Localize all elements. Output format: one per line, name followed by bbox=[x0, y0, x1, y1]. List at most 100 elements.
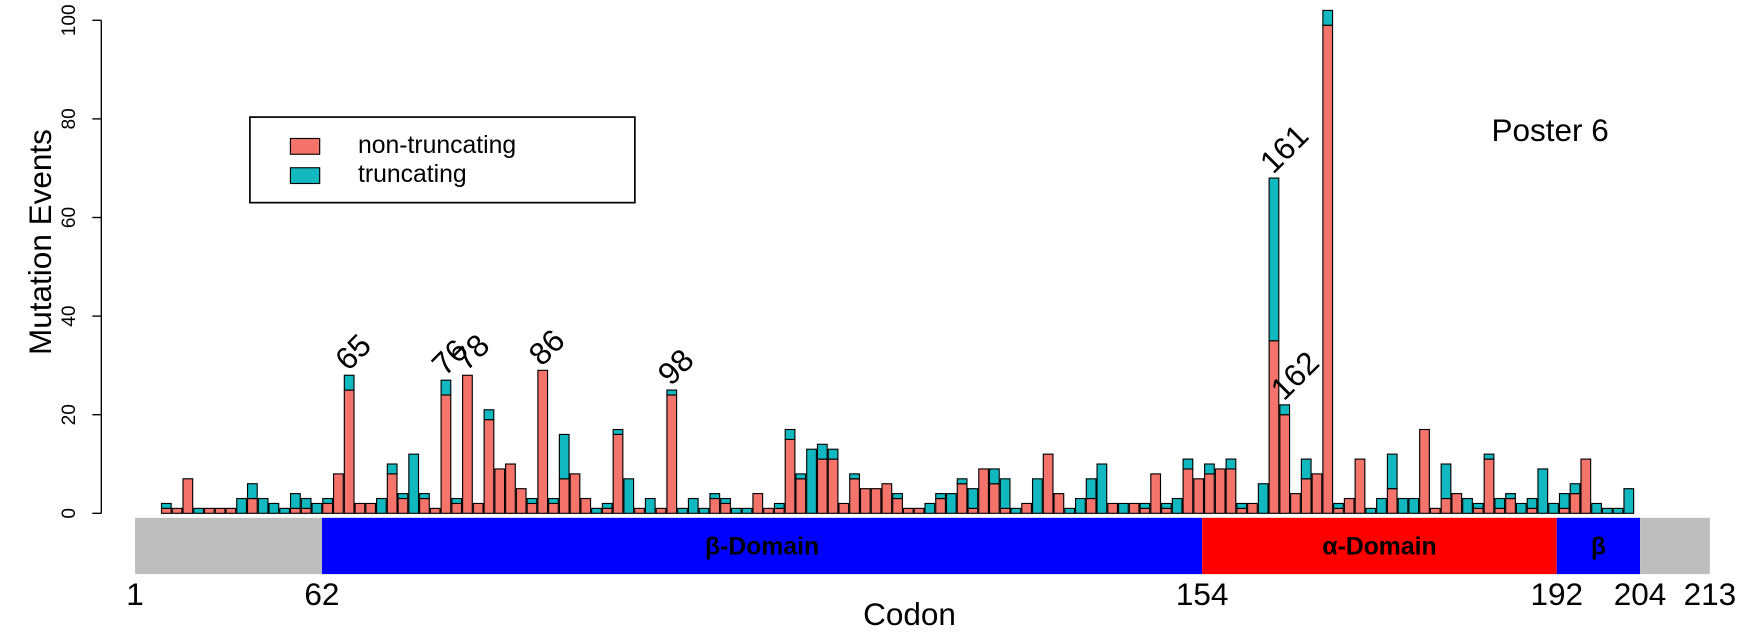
page: Mutation Events Codon Poster 6 020406080… bbox=[0, 0, 1756, 633]
bar-segment bbox=[613, 430, 623, 435]
bar-segment bbox=[699, 508, 709, 513]
bar-segment bbox=[882, 484, 892, 514]
bar-segment bbox=[592, 508, 602, 513]
bar-segment bbox=[1086, 479, 1096, 499]
bar-segment bbox=[1205, 474, 1215, 513]
bar-segment bbox=[1527, 499, 1537, 509]
bar-segment bbox=[1398, 499, 1408, 514]
bar-segment bbox=[1033, 479, 1043, 514]
bar-segment bbox=[1000, 508, 1010, 513]
bar-segment bbox=[1301, 479, 1311, 514]
bar-segment bbox=[785, 439, 795, 513]
bar-segment bbox=[183, 479, 193, 514]
bar-segment bbox=[323, 503, 333, 513]
bar-segment bbox=[452, 499, 462, 504]
bar-segment bbox=[1065, 508, 1075, 513]
bar-segment bbox=[1280, 415, 1290, 514]
bar-segment bbox=[1538, 469, 1548, 513]
bar-segment bbox=[1484, 454, 1494, 459]
bar-segment bbox=[1581, 459, 1591, 513]
legend-label: truncating bbox=[358, 161, 467, 188]
codon-tick-label: 204 bbox=[1614, 576, 1667, 612]
bar-segment bbox=[688, 499, 698, 514]
bar-segment bbox=[1344, 499, 1354, 514]
y-tick-label: 60 bbox=[59, 207, 80, 228]
bar-segment bbox=[215, 508, 225, 513]
bar-segment bbox=[463, 375, 473, 513]
bar-segment bbox=[764, 508, 774, 513]
y-tick-label: 20 bbox=[59, 404, 80, 425]
bar-segment bbox=[1559, 508, 1569, 513]
bar-segment bbox=[1011, 508, 1021, 513]
bar-segment bbox=[291, 494, 301, 509]
bar-segment bbox=[1516, 503, 1526, 513]
bar-segment bbox=[312, 503, 322, 513]
bar-segment bbox=[1570, 484, 1580, 494]
bar-segment bbox=[796, 474, 806, 479]
annotation: Poster 6 bbox=[1491, 112, 1608, 148]
bar-segment bbox=[1054, 494, 1064, 514]
bar-segment bbox=[968, 489, 978, 509]
bar-segment bbox=[936, 499, 946, 514]
domain-segment bbox=[135, 518, 322, 574]
bar-segment bbox=[1291, 494, 1301, 514]
bar-segment bbox=[1527, 508, 1537, 513]
bar-segment bbox=[1334, 508, 1344, 513]
bar-segment bbox=[226, 508, 236, 513]
legend-swatch bbox=[290, 138, 319, 154]
domain-label: β-Domain bbox=[705, 534, 819, 561]
bar-segment bbox=[656, 508, 666, 513]
bar-segment bbox=[559, 434, 569, 478]
bar-segment bbox=[850, 479, 860, 514]
bar-segment bbox=[1129, 503, 1139, 513]
bar-segment bbox=[602, 508, 612, 513]
bar-segment bbox=[1387, 454, 1397, 489]
bar-segment bbox=[409, 454, 419, 513]
bar-segment bbox=[1377, 499, 1387, 514]
bar-segment bbox=[871, 489, 881, 514]
y-axis-label: Mutation Events bbox=[22, 129, 58, 355]
bar-segment bbox=[387, 474, 397, 513]
bar-segment bbox=[990, 484, 1000, 514]
bar-segment bbox=[1183, 459, 1193, 469]
domain-label: β bbox=[1591, 534, 1606, 561]
bar-segment bbox=[1452, 494, 1462, 514]
bar-segment bbox=[1097, 464, 1107, 513]
domain-label: α-Domain bbox=[1322, 534, 1436, 561]
bar-segment bbox=[1441, 499, 1451, 514]
bar-segment bbox=[645, 499, 655, 514]
bar-segment bbox=[1334, 503, 1344, 508]
bar-segment bbox=[1473, 503, 1483, 508]
bar-segment bbox=[1226, 469, 1236, 513]
bar-segment bbox=[1140, 508, 1150, 513]
bar-segment bbox=[1205, 464, 1215, 474]
bar-segment bbox=[280, 508, 290, 513]
bar-segment bbox=[1183, 469, 1193, 513]
chart: Mutation Events Codon Poster 6 020406080… bbox=[0, 0, 1756, 633]
bar-segment bbox=[1140, 503, 1150, 508]
x-axis-label: Codon bbox=[863, 596, 956, 632]
bar-segment bbox=[828, 459, 838, 513]
bar-segment bbox=[527, 499, 537, 504]
bar-segment bbox=[817, 459, 827, 513]
y-tick-label: 40 bbox=[59, 305, 80, 326]
bar-segment bbox=[162, 503, 172, 508]
bar-segment bbox=[678, 508, 688, 513]
bar-segment bbox=[903, 508, 913, 513]
bar-segment bbox=[635, 508, 645, 513]
bar-segment bbox=[1366, 508, 1376, 513]
bar-segment bbox=[1430, 508, 1440, 513]
bar-segment bbox=[1226, 459, 1236, 469]
bar-segment bbox=[344, 390, 354, 513]
bar-segment bbox=[1162, 503, 1172, 508]
bar-segment bbox=[258, 499, 268, 514]
bar-segment bbox=[796, 479, 806, 514]
bar-segment bbox=[1151, 474, 1161, 513]
y-tick-label: 0 bbox=[59, 508, 80, 519]
bar-segment bbox=[936, 494, 946, 499]
bar-segment bbox=[1506, 494, 1516, 499]
bar-segment bbox=[774, 503, 784, 508]
bar-segment bbox=[506, 464, 516, 513]
bar-segment bbox=[1624, 489, 1634, 514]
bar-segment bbox=[1119, 503, 1129, 513]
